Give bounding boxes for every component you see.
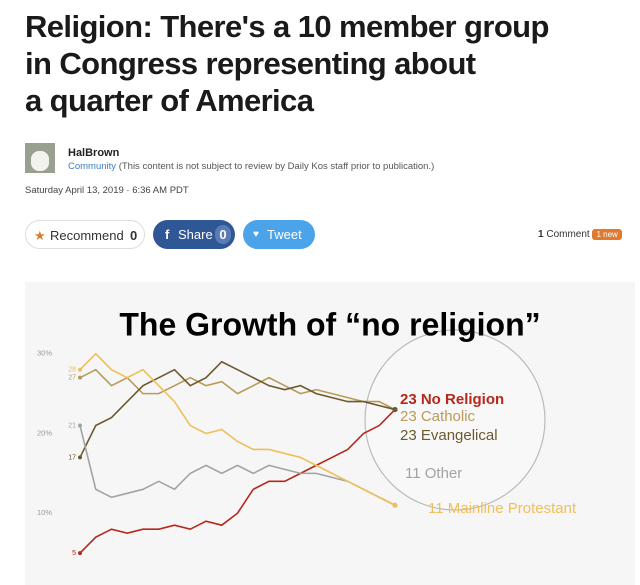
headline: Religion: There's a 10 member group in C… bbox=[25, 8, 549, 119]
byline: Community (This content is not subject t… bbox=[68, 161, 434, 172]
start-dot bbox=[78, 551, 82, 556]
start-label: 27 bbox=[68, 375, 76, 382]
start-label: 5 bbox=[72, 550, 76, 557]
series-line bbox=[79, 409, 396, 554]
start-label: 28 bbox=[68, 367, 76, 374]
end-label: 23 No Religion bbox=[400, 391, 504, 408]
avatar[interactable] bbox=[25, 143, 55, 173]
start-dot bbox=[78, 455, 82, 460]
disclaimer: (This content is not subject to review b… bbox=[118, 161, 435, 172]
series-line bbox=[79, 352, 396, 506]
headline-line: in Congress representing about bbox=[25, 46, 476, 81]
new-badge: 1 new bbox=[592, 229, 622, 240]
y-tick-label: 10% bbox=[37, 508, 52, 517]
y-tick-label: 30% bbox=[37, 349, 52, 358]
series-line bbox=[79, 368, 396, 411]
end-dot bbox=[392, 407, 398, 413]
end-label: 11 Other bbox=[405, 465, 462, 482]
author[interactable]: HalBrown bbox=[68, 147, 120, 159]
start-dot bbox=[78, 367, 82, 372]
comment-label: Comment bbox=[546, 229, 590, 240]
share-count: 0 bbox=[215, 225, 231, 244]
share-icon: f bbox=[165, 227, 170, 242]
series-line bbox=[79, 425, 396, 506]
recommend-count: 0 bbox=[130, 228, 138, 243]
recommend-button[interactable]: ★ Recommend 0 bbox=[25, 220, 145, 249]
share-label: Share bbox=[178, 227, 213, 242]
chart: The Growth of “no religion” 10% 20% 30% 5 23… bbox=[25, 282, 635, 585]
tweet-label: Tweet bbox=[267, 227, 302, 242]
headline-line: Religion: There's a 10 member group bbox=[25, 9, 549, 44]
tweet-button[interactable]: ♥ Tweet bbox=[243, 220, 315, 249]
y-tick-label: 20% bbox=[37, 428, 52, 437]
end-dot bbox=[392, 502, 398, 508]
recommend-label: Recommend bbox=[50, 228, 124, 243]
chart-title: The Growth of “no religion” bbox=[119, 306, 540, 342]
date: Saturday April 13, 2019 · 6:36 AM PDT bbox=[25, 185, 189, 196]
end-label: 23 Evangelical bbox=[400, 427, 498, 444]
comments-link[interactable]: 1 Comment 1 new bbox=[538, 229, 622, 240]
headline-line: a quarter of America bbox=[25, 83, 314, 118]
end-label: 11 Mainline Protestant bbox=[428, 500, 577, 517]
comment-count: 1 bbox=[538, 229, 544, 240]
end-label: 23 Catholic bbox=[400, 408, 476, 425]
start-label: 21 bbox=[68, 422, 76, 429]
community-link[interactable]: Community bbox=[68, 161, 117, 172]
start-dot bbox=[78, 375, 82, 380]
start-label: 17 bbox=[68, 454, 76, 461]
series-line bbox=[79, 360, 396, 458]
magnifier bbox=[364, 329, 546, 511]
share-button[interactable]: f Share 0 bbox=[153, 220, 235, 249]
start-dot bbox=[78, 423, 82, 428]
